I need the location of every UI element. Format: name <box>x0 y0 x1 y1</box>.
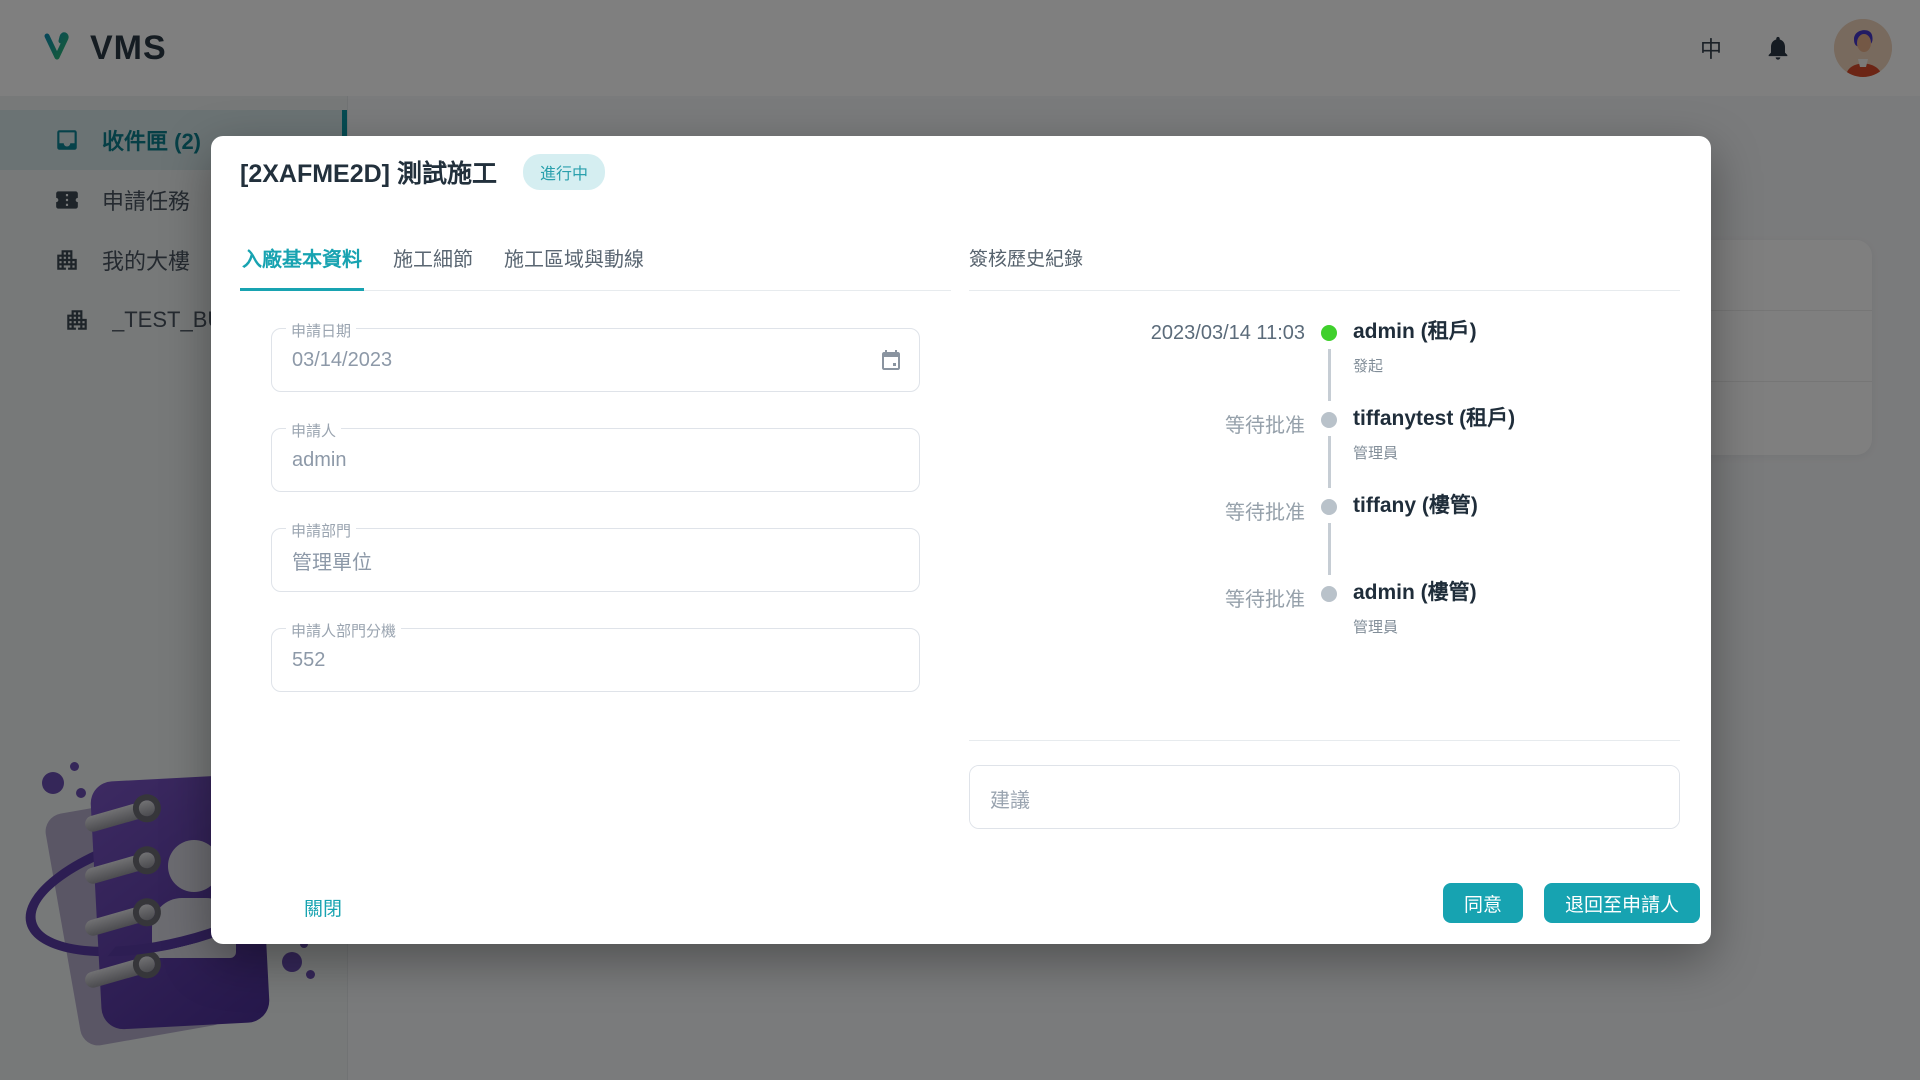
dialog-title: [2XAFME2D] 測試施工 <box>240 160 497 188</box>
apply-date-field: 申請日期 <box>271 320 920 392</box>
applicant-extension-input <box>272 629 919 691</box>
timeline-role: 管理員 <box>1353 619 1399 636</box>
approval-timeline: 2023/03/14 11:03 admin (租戶) 發起 等待批准 tiff… <box>969 320 1680 637</box>
timeline-dot-green <box>1321 325 1337 341</box>
timeline-dot-gray <box>1321 499 1337 515</box>
return-to-applicant-button[interactable]: 退回至申請人 <box>1543 883 1700 923</box>
timeline-entry: 等待批准 tiffanytest (租戶) 管理員 <box>969 407 1680 494</box>
timeline-dot-gray <box>1321 586 1337 602</box>
comment-textarea[interactable] <box>969 765 1680 829</box>
timeline-dot-gray <box>1321 412 1337 428</box>
divider <box>969 290 1680 291</box>
tab-entry-basic-info[interactable]: 入廠基本資料 <box>240 244 364 291</box>
timeline-role: 發起 <box>1353 358 1384 375</box>
timeline-entry: 等待批准 admin (樓管) 管理員 <box>969 581 1680 637</box>
applicant-extension-field: 申請人部門分機 <box>271 620 920 692</box>
close-button[interactable]: 關閉 <box>304 899 343 920</box>
timeline-connector <box>1328 349 1331 401</box>
status-badge: 進行中 <box>522 154 605 190</box>
tab-construction-details[interactable]: 施工細節 <box>393 249 473 271</box>
comment-field <box>969 765 1680 829</box>
divider <box>969 740 1680 741</box>
applicant-field: 申請人 <box>271 420 920 492</box>
timeline-status: 等待批准 <box>1225 415 1305 437</box>
timeline-entry: 2023/03/14 11:03 admin (租戶) 發起 <box>969 320 1680 407</box>
tab-construction-area-route[interactable]: 施工區域與動線 <box>504 249 644 271</box>
dialog-footer: 關閉 同意 退回至申請人 <box>211 872 1711 944</box>
timeline-entry: 等待批准 tiffany (樓管) <box>969 494 1680 581</box>
applicant-input <box>272 429 919 491</box>
calendar-icon[interactable] <box>879 349 903 373</box>
timeline-status: 等待批准 <box>1225 502 1305 524</box>
timeline-connector <box>1328 436 1331 488</box>
timeline-timestamp: 2023/03/14 11:03 <box>1150 322 1305 344</box>
timeline-actor: admin (租戶) <box>1353 320 1477 343</box>
approve-button[interactable]: 同意 <box>1442 883 1523 923</box>
apply-department-field: 申請部門 <box>271 520 920 592</box>
timeline-actor: admin (樓管) <box>1353 581 1477 604</box>
dialog-tabs: 入廠基本資料 施工細節 施工區域與動線 <box>240 232 951 291</box>
timeline-role: 管理員 <box>1353 445 1399 462</box>
apply-date-input <box>272 329 919 391</box>
timeline-actor: tiffany (樓管) <box>1353 494 1478 517</box>
approval-history-title: 簽核歷史紀錄 <box>969 249 1084 270</box>
apply-department-input <box>272 529 919 591</box>
timeline-status: 等待批准 <box>1225 589 1305 611</box>
construction-request-dialog: [2XAFME2D] 測試施工 進行中 入廠基本資料 施工細節 施工區域與動線 … <box>211 136 1711 944</box>
timeline-actor: tiffanytest (租戶) <box>1353 407 1516 430</box>
timeline-connector <box>1328 523 1331 575</box>
